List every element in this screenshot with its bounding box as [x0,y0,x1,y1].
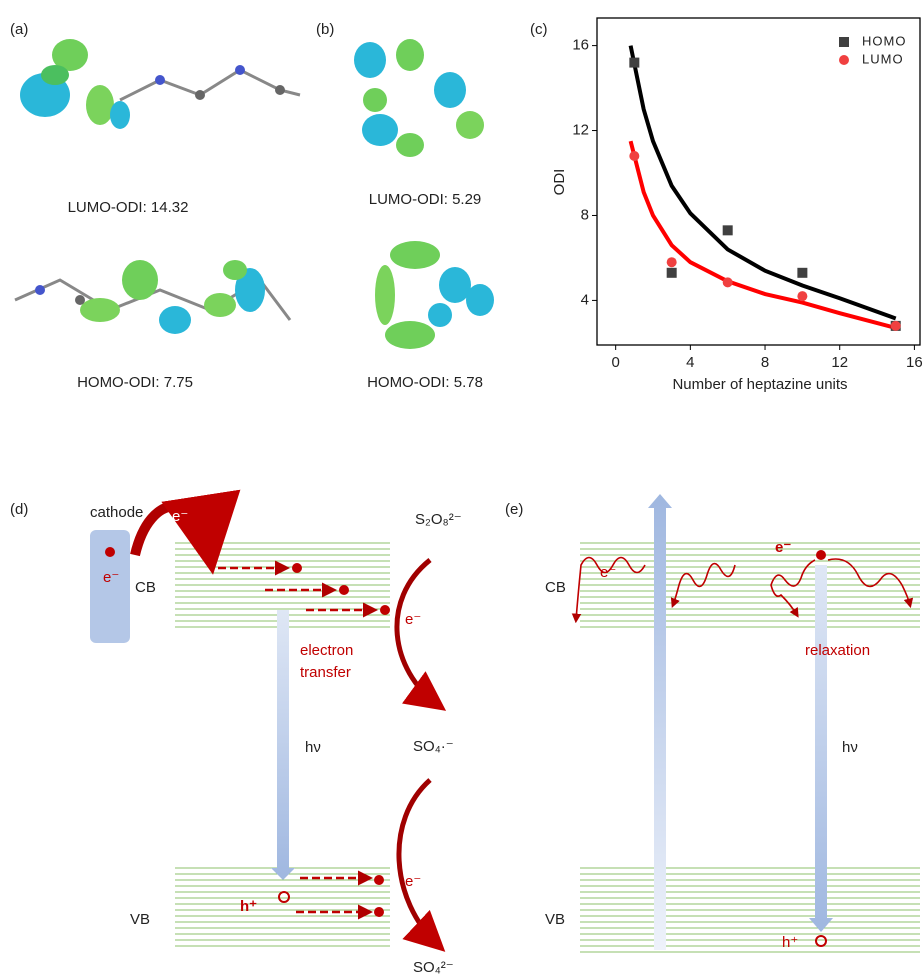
plot-frame [597,18,920,345]
label: transfer [300,664,351,681]
panel-label: (e) [505,501,523,518]
x-tick-label: 16 [906,354,923,371]
odi-label: LUMO-ODI: 5.29 [369,191,482,208]
molecule-b-homo [375,241,494,349]
legend-marker [839,37,849,47]
point [891,321,901,331]
chart: 0 4 8 12 16 4 8 12 16 HOMO LUMO [572,33,922,371]
point [797,268,807,278]
label: CB [135,579,156,596]
label: S₂O₈²⁻ [415,511,462,528]
x-tick-label: 4 [686,354,694,371]
reduction-arrow [399,780,438,945]
y-axis-label: ODI [551,169,568,196]
y-tick-label: 16 [572,37,589,54]
label: h⁺ [782,934,798,951]
label: hν [305,739,321,756]
x-tick-label: 0 [611,354,619,371]
vb-levels-d [175,868,390,946]
point [667,268,677,278]
molecule-b-lumo [354,39,484,157]
light-arrow [809,565,833,932]
label: e⁻ [775,539,791,556]
hole [279,892,289,902]
y-tick-label: 4 [581,291,589,308]
label: e⁻ [600,564,616,581]
molecule-a-homo [15,260,290,334]
cathode [90,530,130,643]
fit-curve [631,141,896,328]
legend-marker [839,55,849,65]
cb-levels-e [580,543,920,627]
x-tick-label: 8 [761,354,769,371]
panel-label: (a) [10,21,28,38]
label: VB [545,911,565,928]
label: CB [545,579,566,596]
label: relaxation [805,642,870,659]
figure: (a) (b) (c) (d) (e) LUMO-ODI: 14.32 HOMO… [0,0,923,977]
point [723,277,733,287]
molecule-a-lumo [20,39,300,129]
x-tick-label: 12 [831,354,848,371]
light-arrow [271,610,295,880]
point [723,225,733,235]
label: electron [300,642,353,659]
label: VB [130,911,150,928]
label: e⁻ [405,611,421,628]
x-axis-label: Number of heptazine units [672,376,847,393]
odi-label: HOMO-ODI: 5.78 [367,374,483,391]
legend-label: LUMO [862,51,904,66]
y-tick-label: 8 [581,206,589,223]
point [629,58,639,68]
label: SO₄·⁻ [413,738,454,755]
odi-label: LUMO-ODI: 14.32 [68,199,189,216]
label: e⁻ [103,569,119,586]
vb-levels-e [580,868,920,952]
label: cathode [90,504,143,521]
label: SO₄²⁻ [413,959,454,976]
light-arrow [648,494,672,950]
label: e⁻ [172,508,188,525]
electron [105,547,115,557]
label: hν [842,739,858,756]
point [629,151,639,161]
point [667,257,677,267]
panel-label: (b) [316,21,334,38]
odi-label: HOMO-ODI: 7.75 [77,374,193,391]
transfer-arrows [218,568,373,912]
point [797,291,807,301]
panel-label: (d) [10,501,28,518]
hole [816,936,826,946]
y-tick-label: 12 [572,122,589,139]
label: e⁻ [405,873,421,890]
panel-label: (c) [530,21,548,38]
legend-label: HOMO [862,33,906,48]
label: h⁺ [240,898,257,915]
reduction-arrow [397,560,438,705]
electron [816,550,826,560]
